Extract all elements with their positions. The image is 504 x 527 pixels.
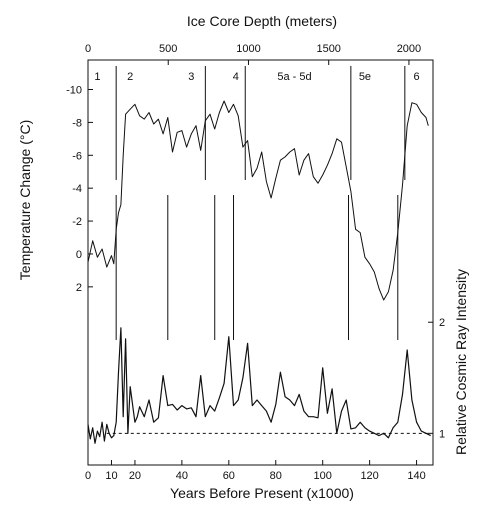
plot-frame: [87, 59, 434, 466]
zone-label: 5e: [359, 71, 371, 83]
left-tick-label: -4: [72, 183, 82, 195]
x-tick-label: 120: [360, 470, 378, 482]
left-tick-label: -8: [72, 117, 82, 129]
zone-label: 2: [127, 71, 133, 83]
top-tick-label: 500: [159, 43, 177, 55]
zone-label: 4: [233, 71, 239, 83]
x-tick-label: 10: [105, 470, 117, 482]
x-tick-label: 0: [85, 470, 91, 482]
zone-label: 1: [94, 71, 100, 83]
left-tick-label: 2: [76, 282, 82, 294]
zone-label: 3: [188, 71, 194, 83]
left-tick-label: -10: [66, 85, 82, 97]
top-tick-label: 1000: [236, 43, 260, 55]
x-tick-label: 140: [407, 470, 425, 482]
temperature-series-line: [87, 100, 429, 301]
top-tick-label: 2000: [397, 43, 421, 55]
x-tick-label: 100: [314, 470, 332, 482]
right-tick-label: 2: [439, 317, 445, 329]
right-axis-title: Relative Cosmic Ray Intensity: [453, 269, 469, 455]
left-tick-label: -6: [72, 150, 82, 162]
zones-layer: 1 2 3 4 5a - 5d 5e 6: [94, 66, 420, 340]
top-axis-title: Ice Core Depth (meters): [187, 13, 337, 29]
zone-label: 5a - 5d: [277, 71, 311, 83]
left-tick-label: -2: [72, 216, 82, 228]
series-layer: [87, 100, 431, 444]
top-tick-label: 0: [85, 43, 91, 55]
x-tick-label: 40: [176, 470, 188, 482]
x-tick-label: 80: [270, 470, 282, 482]
left-tick-label: 0: [76, 249, 82, 261]
x-tick-label: 20: [129, 470, 141, 482]
x-tick-label: 60: [223, 470, 235, 482]
top-tick-label: 1500: [316, 43, 340, 55]
left-axis-title: Temperature Change (°C): [17, 120, 33, 280]
right-tick-label: 1: [439, 428, 445, 440]
x-axis-title: Years Before Present (x1000): [170, 485, 354, 501]
cosmic-ray-series-line: [87, 327, 431, 444]
zone-label: 6: [414, 71, 420, 83]
